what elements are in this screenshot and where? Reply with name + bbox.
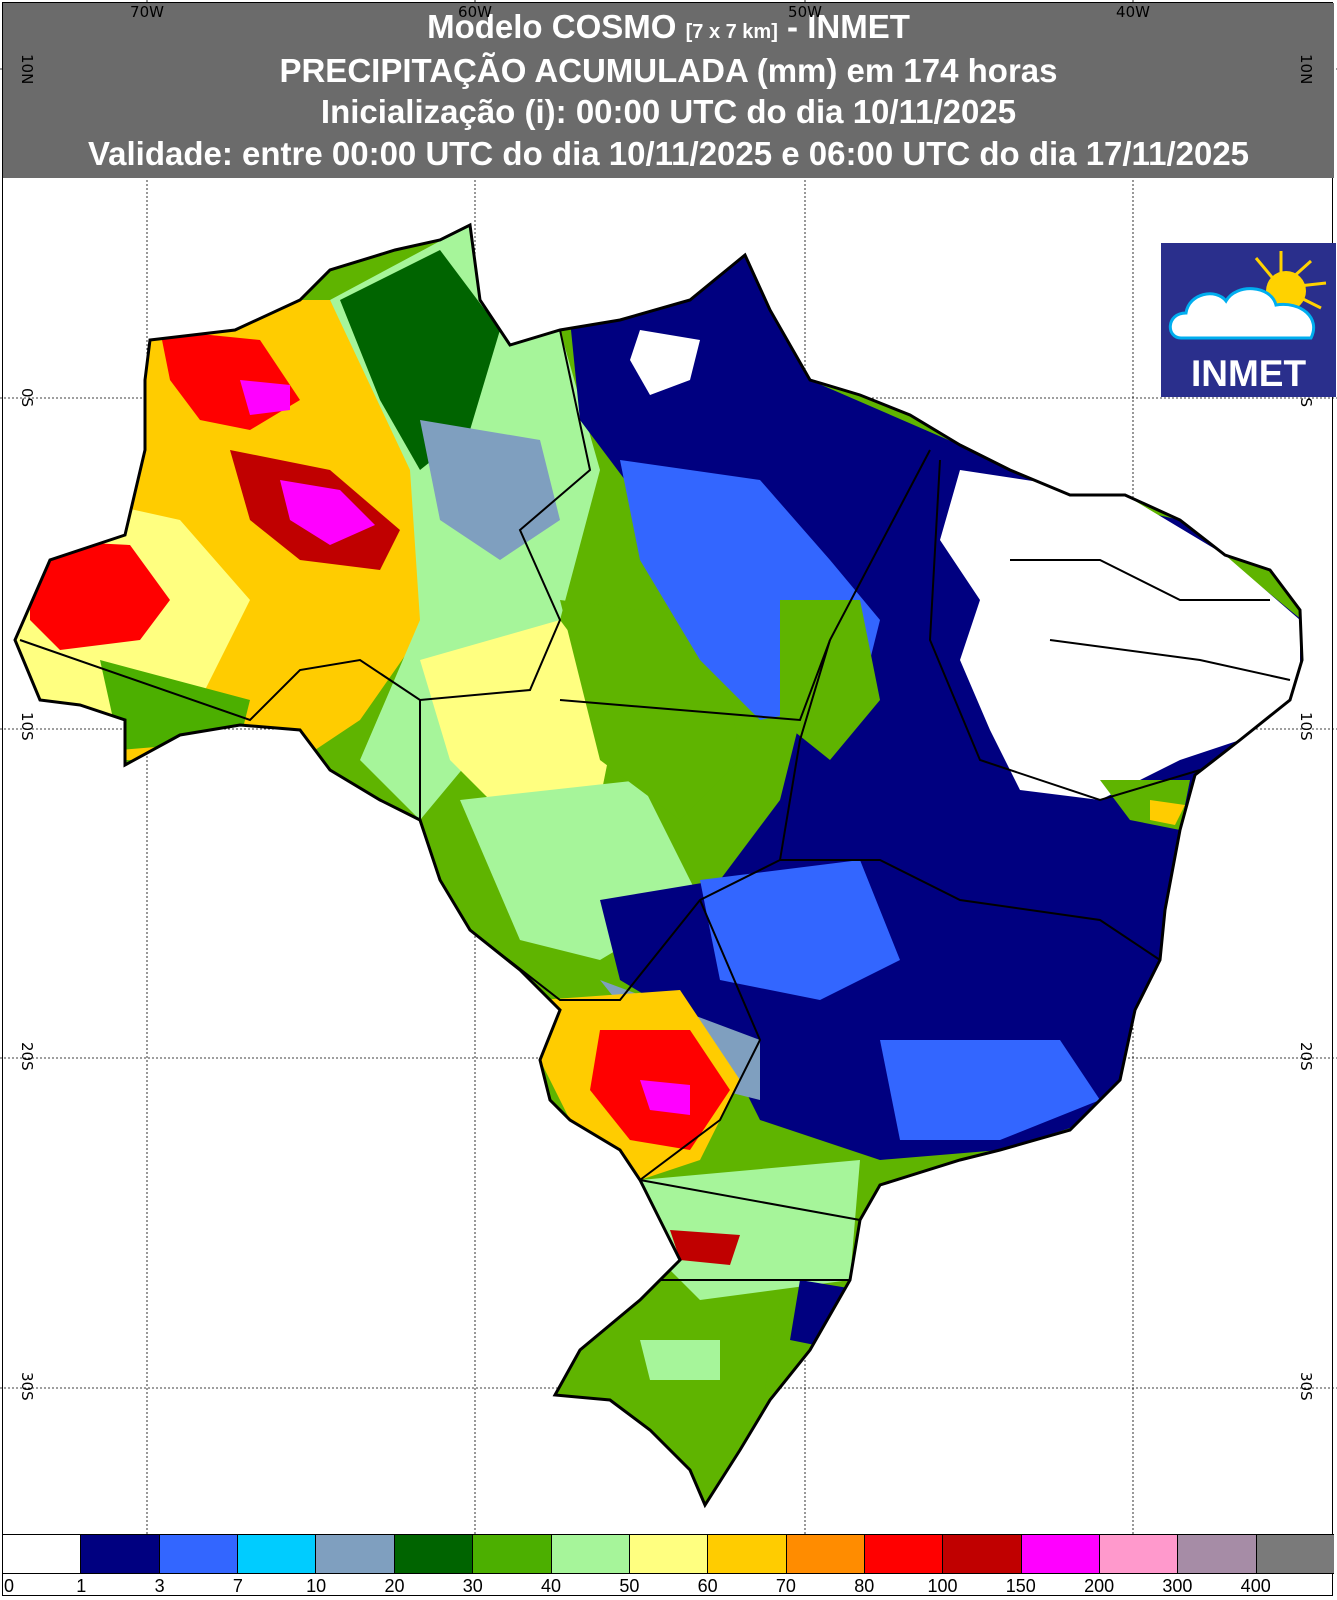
legend-swatch	[864, 1535, 944, 1573]
state-boundaries	[19, 329, 1291, 1281]
legend-tick-label: 7	[232, 1576, 243, 1596]
map-header: Modelo COSMO [7 x 7 km] - INMET PRECIPIT…	[3, 3, 1334, 178]
inmet-logo-text: INMET	[1190, 353, 1307, 394]
legend-tick-label: 150	[1005, 1576, 1036, 1596]
title-resolution: [7 x 7 km]	[685, 21, 778, 43]
precipitation-field	[15, 225, 1302, 1505]
legend-tick-label: 60	[697, 1576, 718, 1596]
legend-swatch	[943, 1535, 1022, 1573]
legend-tick-label: 200	[1084, 1576, 1115, 1596]
legend-tick-label: 50	[619, 1576, 640, 1596]
legend-swatch	[551, 1535, 630, 1573]
lat-label-right-20s: 20S	[1297, 1042, 1315, 1071]
legend-tick-label: 40	[541, 1576, 562, 1596]
legend-swatch	[238, 1535, 317, 1573]
legend-tick-label: 300	[1162, 1576, 1193, 1596]
legend-tick-label: 70	[775, 1576, 796, 1596]
lat-label-right-10n: 10N	[1297, 54, 1315, 85]
legend-swatch	[1178, 1535, 1257, 1573]
legend-swatch	[786, 1535, 865, 1573]
legend-swatch	[708, 1535, 787, 1573]
legend-swatch	[473, 1535, 552, 1573]
legend-tick-label: 80	[854, 1576, 875, 1596]
title-line-1: Modelo COSMO [7 x 7 km] - INMET	[3, 7, 1334, 52]
legend-swatch	[3, 1535, 82, 1573]
legend-colorbar	[3, 1534, 1335, 1574]
lat-label-left-30s: 30S	[18, 1372, 36, 1401]
legend-tick-label: 20	[384, 1576, 405, 1596]
legend-tick-label: 400	[1240, 1576, 1271, 1596]
legend-tick-label: 3	[154, 1576, 165, 1596]
legend-tick-label: 30	[462, 1576, 483, 1596]
lat-label-right-30s: 30S	[1297, 1372, 1315, 1401]
legend-swatch	[629, 1535, 709, 1573]
legend-tick-label: 100	[927, 1576, 958, 1596]
lon-label-70w: 70W	[130, 3, 164, 21]
legend-swatch	[316, 1535, 395, 1573]
title-line-3: Inicialização (i): 00:00 UTC do dia 10/1…	[320, 93, 1017, 130]
lon-label-40w: 40W	[1116, 3, 1150, 21]
title-model-name: Modelo COSMO	[427, 8, 677, 45]
legend-swatch	[1021, 1535, 1101, 1573]
legend-swatch	[159, 1535, 239, 1573]
lon-label-60w: 60W	[458, 3, 492, 21]
legend-tick-label: 1	[76, 1576, 87, 1596]
title-agency: - INMET	[787, 8, 910, 45]
legend-labels: 0 1 3 7 10 20 30 40 50 60 70 80 100 150 200 300 400	[0, 1576, 1337, 1598]
legend-swatch	[1100, 1535, 1179, 1573]
legend-swatch	[1256, 1535, 1335, 1573]
legend-swatch	[81, 1535, 160, 1573]
legend-tick-label: 10	[306, 1576, 327, 1596]
sun-cloud-icon	[1168, 251, 1327, 340]
lat-label-left-10s: 10S	[18, 712, 36, 741]
lat-label-left-0s: 0S	[18, 388, 36, 408]
legend-tick-label: 0	[3, 1576, 15, 1596]
title-line-2: PRECIPITAÇÃO ACUMULADA (mm) em 174 horas	[279, 52, 1058, 89]
lat-label-left-20s: 20S	[18, 1042, 36, 1071]
lon-label-50w: 50W	[788, 3, 822, 21]
title-line-4: Validade: entre 00:00 UTC do dia 10/11/2…	[87, 135, 1250, 172]
inmet-logo: INMET	[1161, 243, 1336, 397]
legend-swatch	[394, 1535, 474, 1573]
lat-label-left-10n: 10N	[18, 54, 36, 85]
lat-label-right-10s: 10S	[1297, 712, 1315, 741]
